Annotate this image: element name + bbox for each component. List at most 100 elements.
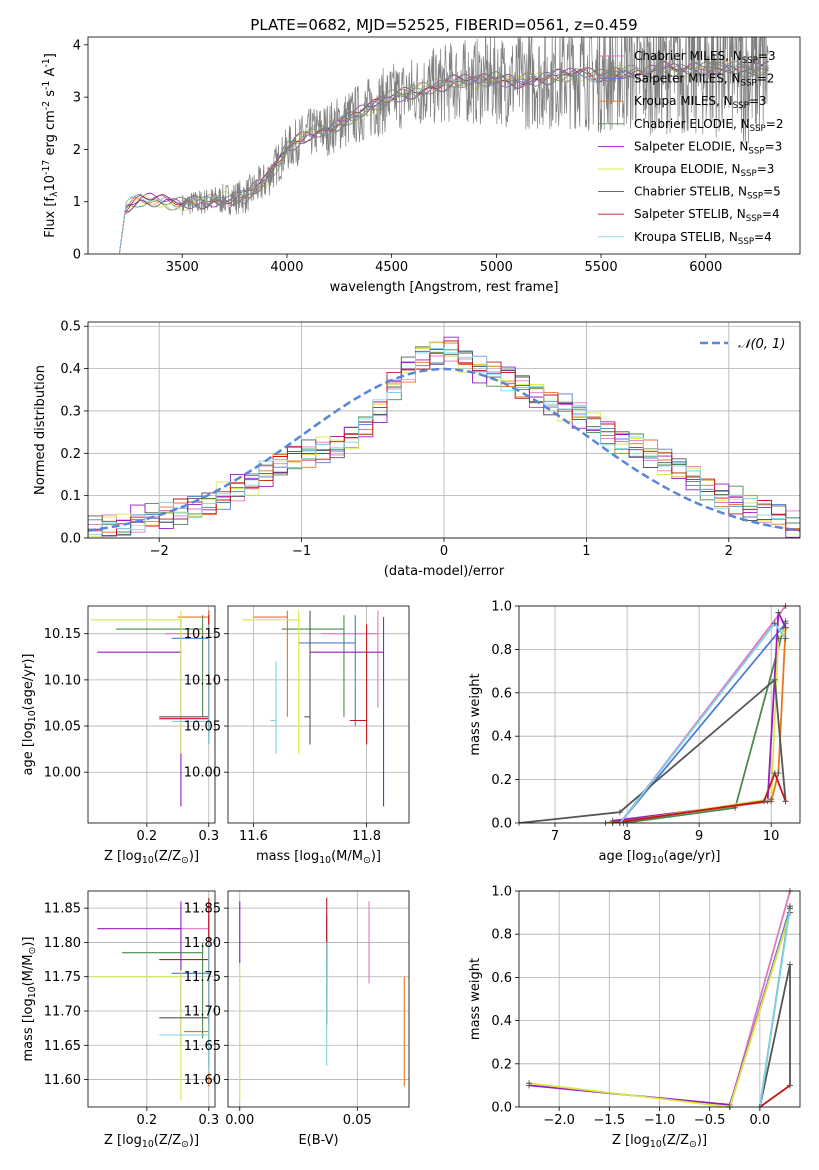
weight-marker-kroupa_stelib (782, 635, 789, 642)
y-tick-label: 10.05 (184, 720, 221, 735)
y-tick-label: 11.85 (44, 902, 81, 917)
x-tick-label: 5500 (585, 260, 618, 275)
weight-line-kroupa_elodie (528, 912, 791, 1107)
weight-marker-kroupa_elodie (768, 796, 775, 803)
panel-z-mass-weight: −2.0 −1.5 −1.0 −0.5 0.0 0.0 0.2 0.4 0.6 0.8 1.0 Z [… (468, 885, 801, 1150)
x-axis-label: (data-model)/error (384, 564, 505, 579)
legend-label-salpeter_elodie: Salpeter ELODIE, NSSP=3 (634, 139, 782, 156)
x-tick-label: 6000 (689, 260, 722, 275)
y-tick-label: 0 (73, 248, 81, 263)
histogram-kroupa_stelib (88, 348, 800, 538)
x-tick-label: 11.8 (352, 829, 381, 844)
x-axis-label: age [log10(age/yr)] (599, 849, 721, 866)
x-tick-label: 0.2 (137, 829, 158, 844)
x-tick-label: −0.5 (694, 1113, 726, 1128)
x-tick-label: 4000 (270, 260, 303, 275)
panel-mass-vs-age: 11.6 11.8 10.00 10.05 10.10 10.15 mass [log10(… (184, 605, 410, 866)
x-tick-label: 9 (695, 829, 703, 844)
y-tick-label: 4 (73, 38, 81, 53)
y-tick-label: 0.1 (60, 489, 81, 504)
y-tick-label: 0.6 (491, 971, 512, 986)
x-tick-label: 0.2 (137, 1113, 158, 1128)
grid (228, 891, 409, 1107)
x-tick-label: 11.6 (239, 829, 268, 844)
panel-z-vs-mass: 0.2 0.3 11.60 11.65 11.70 11.75 11.80 11.85 Z [l… (21, 890, 219, 1150)
x-axis-label: mass [log10(M/M⊙)] (256, 849, 381, 866)
y-tick-label: 1.0 (491, 600, 512, 615)
weight-marker-chabrier_elodie (782, 618, 789, 625)
x-tick-label: 8 (623, 829, 631, 844)
y-tick-label: 0.2 (60, 447, 81, 462)
y-tick-label: 11.60 (184, 1073, 221, 1088)
x-tick-label: −1.5 (594, 1113, 626, 1128)
axes-frame (87, 605, 216, 824)
y-tick-label: 0.3 (60, 404, 81, 419)
axes-frame (518, 890, 801, 1108)
y-tick-label: 11.75 (184, 970, 221, 985)
y-axis-label: age [log10(age/yr)] (21, 654, 38, 776)
axes-frame (87, 890, 216, 1108)
axes-frame (87, 36, 801, 255)
legend-label-chabrier_stelib: Chabrier STELIB, NSSP=5 (634, 185, 781, 202)
legend-label-chabrier_miles: Chabrier MILES, NSSP=3 (634, 49, 776, 66)
y-tick-label: 0.4 (491, 730, 512, 745)
weight-marker-salpeter_stelib (771, 770, 778, 777)
y-tick-label: 11.65 (184, 1039, 221, 1054)
y-tick-label: 10.15 (184, 627, 221, 642)
gaussian-curve (88, 367, 800, 532)
axes-frame (518, 605, 801, 824)
y-tick-label: 11.60 (44, 1073, 81, 1088)
y-tick-label: 0.8 (491, 643, 512, 658)
y-tick-label: 10.05 (44, 720, 81, 735)
x-axis-label: Z [log10(Z/Z⊙)] (104, 1133, 199, 1150)
figure-title: PLATE=0682, MJD=52525, FIBERID=0561, z=0… (250, 16, 637, 34)
x-axis-label: Z [log10(Z/Z⊙)] (104, 849, 199, 866)
axes-frame (227, 890, 410, 1108)
y-tick-label: 10.00 (44, 766, 81, 781)
weight-marker-kroupa_elodie (782, 624, 789, 631)
y-tick-label: 11.70 (44, 1005, 81, 1020)
grid (519, 605, 800, 824)
x-tick-label: 7 (551, 829, 559, 844)
x-tick-label: 0.3 (198, 1113, 219, 1128)
panel-ebv-vs-mass: 0.00 0.05 11.60 11.65 11.70 11.75 11.80 11.85 E(… (184, 890, 410, 1148)
y-tick-label: 11.75 (44, 970, 81, 985)
y-tick-label: 0.4 (60, 362, 81, 377)
x-tick-label: 5000 (480, 260, 513, 275)
x-tick-label: 4500 (375, 260, 408, 275)
y-axis-label: mass weight (468, 958, 483, 1040)
y-tick-label: 0.6 (491, 686, 512, 701)
x-tick-label: −2.0 (543, 1113, 575, 1128)
y-tick-label: 0.2 (491, 1057, 512, 1072)
x-axis-label: E(B-V) (298, 1133, 338, 1148)
weight-marker-chabrier_stelib (786, 961, 793, 968)
weight-line-kroupa_stelib (759, 908, 791, 1107)
axes-frame (227, 605, 410, 824)
y-tick-label: 10.10 (44, 673, 81, 688)
histogram-chabrier_stelib (88, 350, 800, 538)
weight-line-salpeter_stelib (612, 770, 787, 823)
y-tick-label: 0.8 (491, 928, 512, 943)
panel-residuals: −2 −1 0 1 2 0.0 0.1 0.2 0.3 0.4 0.5 (data-model)/er… (33, 320, 801, 579)
weight-marker-chabrier_stelib (616, 809, 623, 816)
panel-z-vs-age: 0.2 0.3 10.00 10.05 10.10 10.15 Z [log10(Z/Z⊙)… (21, 605, 219, 866)
legend-label-kroupa_miles: Kroupa MILES, NSSP=3 (634, 94, 767, 111)
legend-label-kroupa_elodie: Kroupa ELODIE, NSSP=3 (634, 162, 774, 179)
axes-frame (87, 321, 801, 539)
legend-label-salpeter_stelib: Salpeter STELIB, NSSP=4 (634, 207, 780, 224)
y-tick-label: 11.65 (44, 1039, 81, 1054)
weight-marker-kroupa_stelib (771, 620, 778, 627)
weight-marker-kroupa_stelib (786, 905, 793, 912)
grid (228, 606, 409, 823)
y-axis-label: Flux [fλ10-17 erg cm-2 s-1 A-1] (41, 53, 60, 238)
x-tick-label: −2 (150, 544, 169, 559)
y-axis-label: mass [log10(M/M⊙)] (21, 937, 38, 1062)
y-tick-label: 1.0 (491, 885, 512, 900)
legend-label-gaussian: 𝒩(0, 1) (738, 337, 785, 352)
x-tick-label: 1 (582, 544, 590, 559)
x-tick-label: 0.3 (198, 829, 219, 844)
y-tick-label: 3 (73, 91, 81, 106)
y-tick-label: 0.0 (491, 817, 512, 832)
y-tick-label: 11.70 (184, 1005, 221, 1020)
y-tick-label: 2 (73, 143, 81, 158)
